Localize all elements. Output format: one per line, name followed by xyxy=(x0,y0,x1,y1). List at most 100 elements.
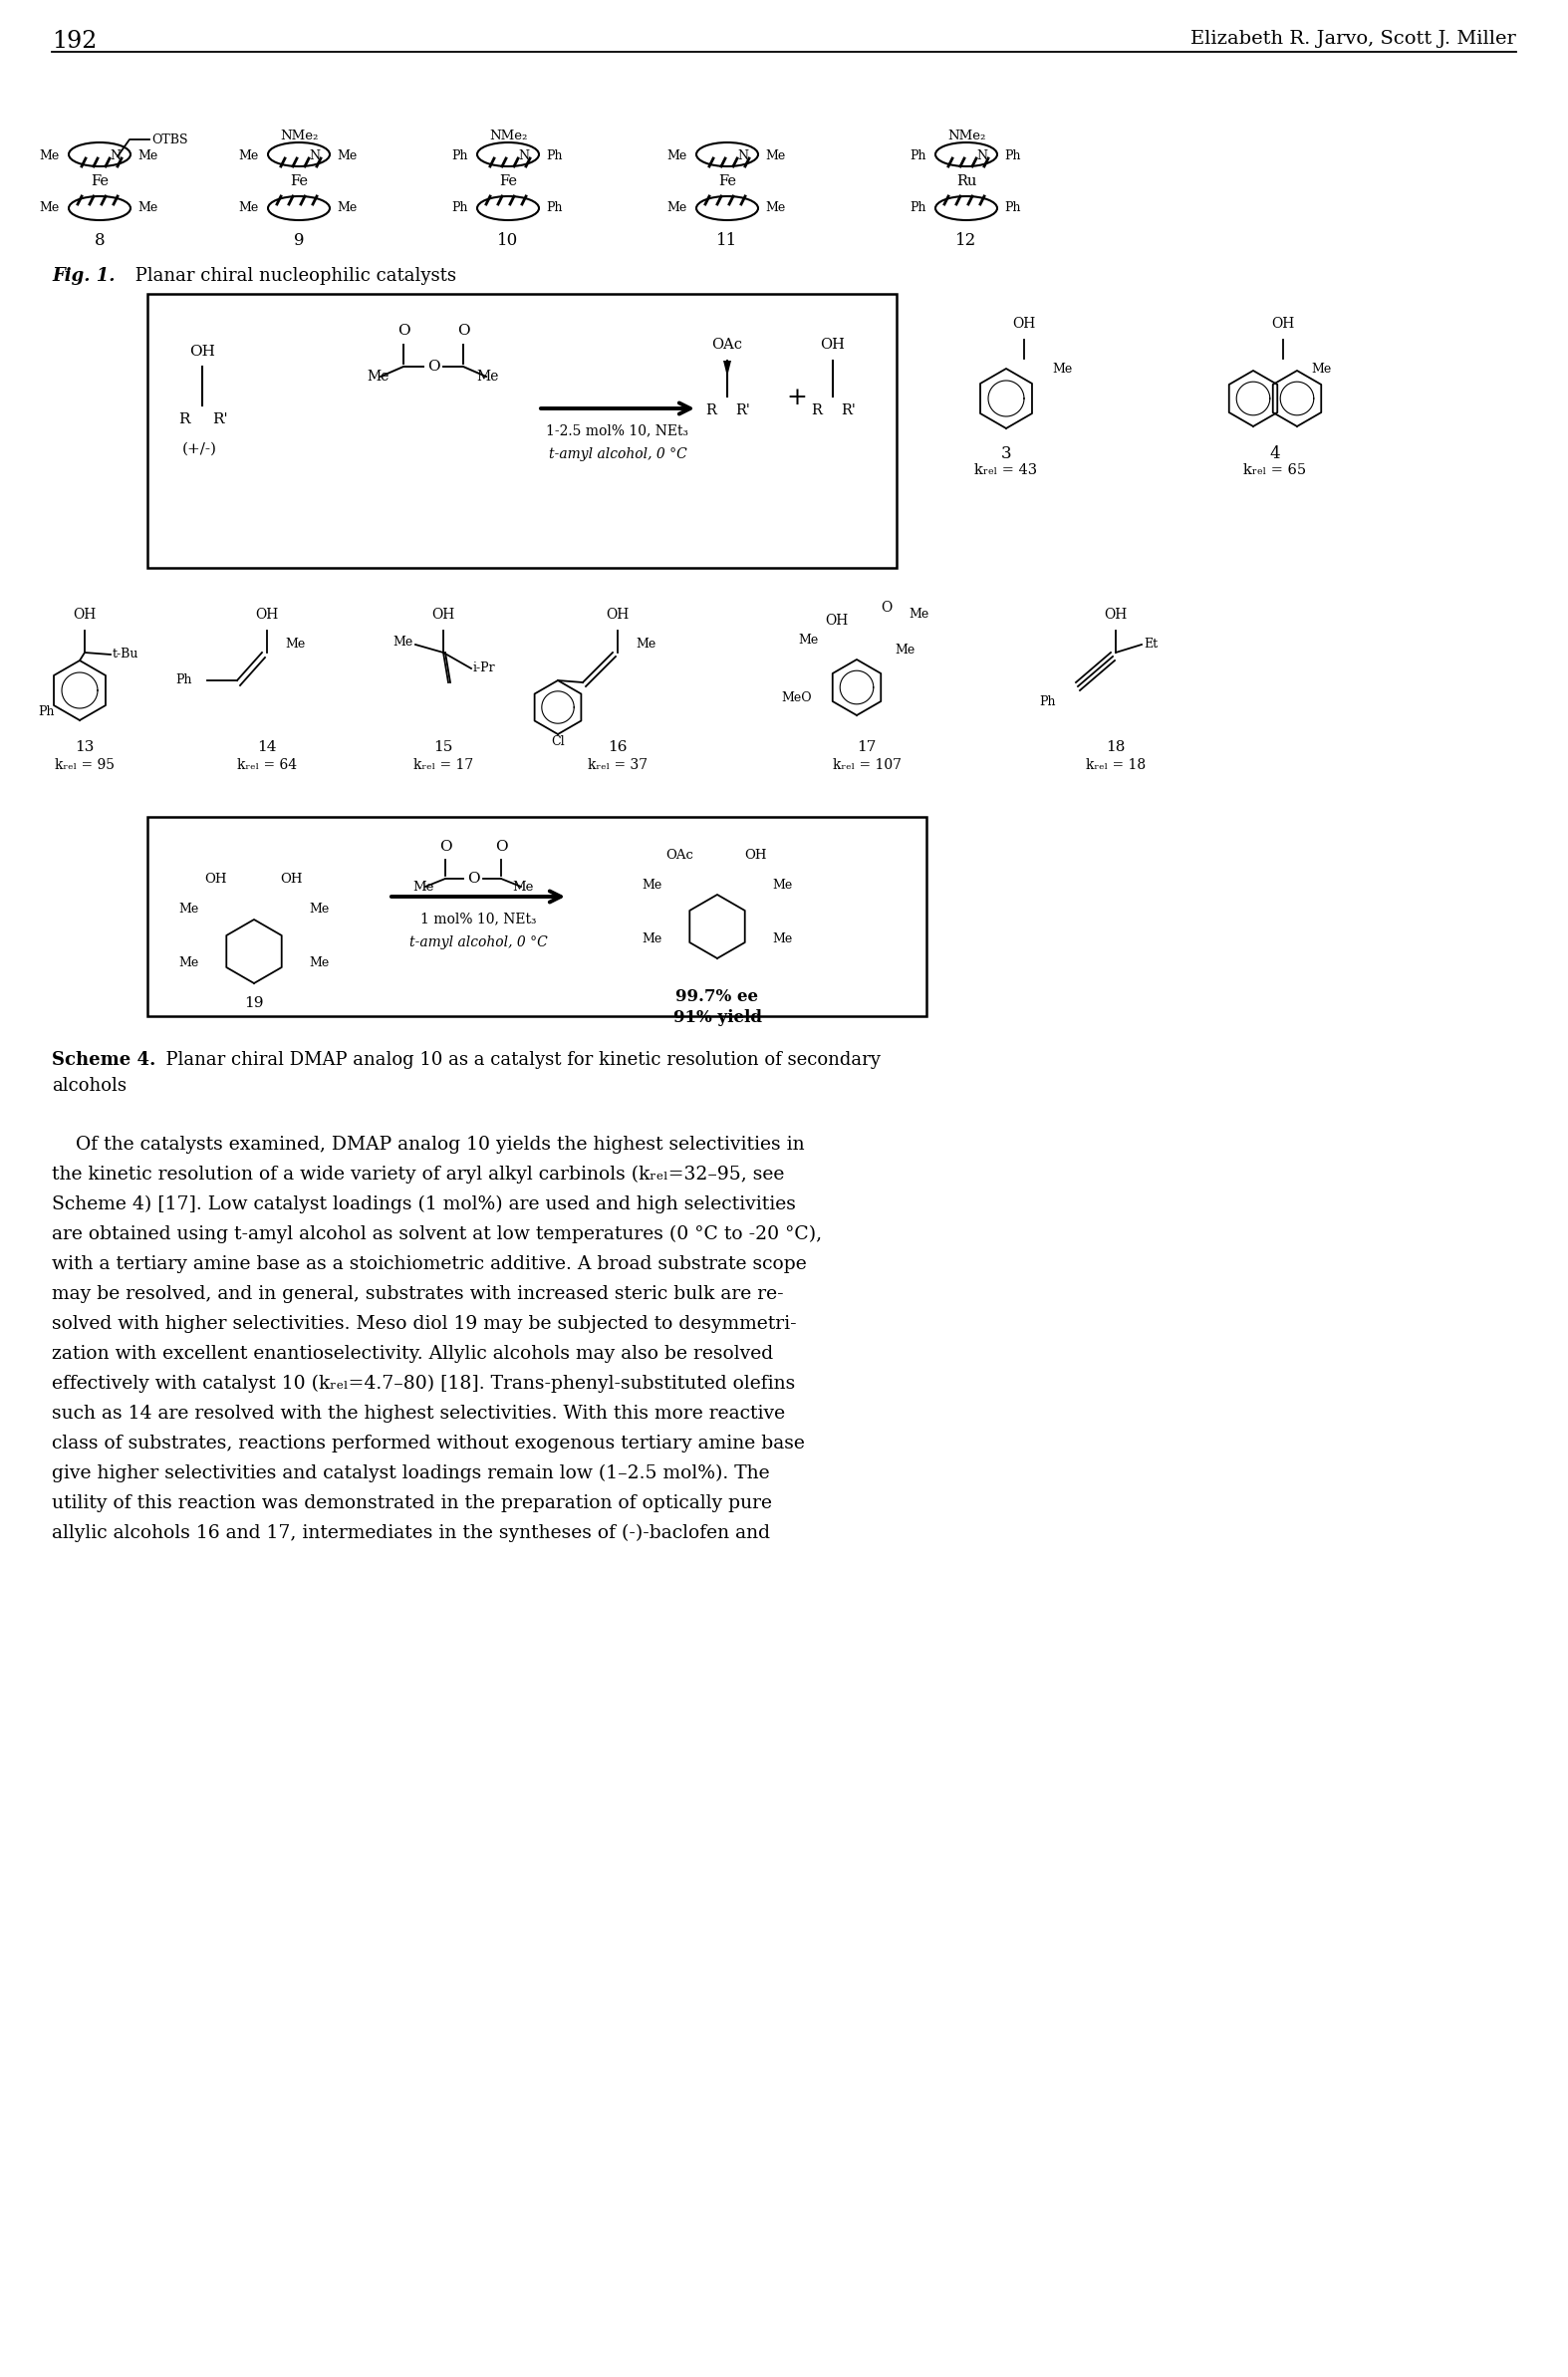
Text: Me: Me xyxy=(765,202,786,214)
Text: OAc: OAc xyxy=(665,849,693,860)
Text: Me: Me xyxy=(798,635,818,647)
Text: Me: Me xyxy=(309,958,329,970)
Text: Ru: Ru xyxy=(956,174,977,188)
Text: kᵣₑₗ = 65: kᵣₑₗ = 65 xyxy=(1243,464,1306,478)
Text: 99.7% ee: 99.7% ee xyxy=(676,989,759,1005)
Text: OH: OH xyxy=(431,609,455,623)
Text: Ph: Ph xyxy=(176,675,193,687)
Text: such as 14 are resolved with the highest selectivities. With this more reactive: such as 14 are resolved with the highest… xyxy=(52,1405,786,1421)
Text: 17: 17 xyxy=(858,739,877,754)
Text: Me: Me xyxy=(908,609,928,620)
Text: zation with excellent enantioselectivity. Allylic alcohols may also be resolved: zation with excellent enantioselectivity… xyxy=(52,1345,773,1362)
Text: Fig. 1.: Fig. 1. xyxy=(52,266,114,285)
Text: N: N xyxy=(977,150,988,164)
Text: 11: 11 xyxy=(717,233,739,250)
Text: Me: Me xyxy=(771,877,792,891)
Bar xyxy=(147,818,927,1015)
Text: Fe: Fe xyxy=(499,174,517,188)
Text: O: O xyxy=(439,839,452,853)
Text: 1 mol% 10, NEt₃: 1 mol% 10, NEt₃ xyxy=(420,910,536,925)
Text: Of the catalysts examined, DMAP analog 10 yields the highest selectivities in: Of the catalysts examined, DMAP analog 1… xyxy=(52,1136,804,1153)
Text: O: O xyxy=(495,839,508,853)
Text: OH: OH xyxy=(1104,609,1127,623)
Text: OH: OH xyxy=(607,609,629,623)
Text: Me: Me xyxy=(238,202,259,214)
Text: N: N xyxy=(519,150,530,164)
Text: OH: OH xyxy=(1272,316,1295,330)
Text: 8: 8 xyxy=(94,233,105,250)
Text: Fe: Fe xyxy=(91,174,108,188)
Text: Scheme 4) [17]. Low catalyst loadings (1 mol%) are used and high selectivities: Scheme 4) [17]. Low catalyst loadings (1… xyxy=(52,1196,797,1215)
Text: Me: Me xyxy=(765,150,786,164)
Text: Me: Me xyxy=(337,150,358,164)
Text: OH: OH xyxy=(281,872,303,887)
Text: R': R' xyxy=(212,414,227,425)
Text: class of substrates, reactions performed without exogenous tertiary amine base: class of substrates, reactions performed… xyxy=(52,1436,804,1452)
Text: MeO: MeO xyxy=(781,692,812,704)
Text: Ph: Ph xyxy=(909,202,927,214)
Text: give higher selectivities and catalyst loadings remain low (1–2.5 mol%). The: give higher selectivities and catalyst l… xyxy=(52,1464,770,1483)
Text: Me: Me xyxy=(477,368,499,383)
Text: 18: 18 xyxy=(1105,739,1126,754)
Text: 15: 15 xyxy=(434,739,453,754)
Text: Me: Me xyxy=(39,150,60,164)
Text: R: R xyxy=(706,404,717,418)
Text: 192: 192 xyxy=(52,31,97,52)
Text: kᵣₑₗ = 64: kᵣₑₗ = 64 xyxy=(237,758,296,773)
Text: 14: 14 xyxy=(257,739,276,754)
Text: allylic alcohols 16 and 17, intermediates in the syntheses of (-)-baclofen and: allylic alcohols 16 and 17, intermediate… xyxy=(52,1524,770,1543)
Text: OH: OH xyxy=(743,849,767,860)
Text: Me: Me xyxy=(771,932,792,946)
Text: R: R xyxy=(179,414,190,425)
Text: OH: OH xyxy=(205,872,227,887)
Text: Me: Me xyxy=(39,202,60,214)
Text: Me: Me xyxy=(238,150,259,164)
Text: kᵣₑₗ = 107: kᵣₑₗ = 107 xyxy=(833,758,902,773)
Text: O: O xyxy=(881,601,892,616)
Text: Planar chiral nucleophilic catalysts: Planar chiral nucleophilic catalysts xyxy=(130,266,456,285)
Text: Elizabeth R. Jarvo, Scott J. Miller: Elizabeth R. Jarvo, Scott J. Miller xyxy=(1190,31,1516,48)
Text: NMe₂: NMe₂ xyxy=(947,131,985,143)
Text: O: O xyxy=(397,323,409,338)
Text: Me: Me xyxy=(895,644,914,656)
Text: Ph: Ph xyxy=(1004,202,1021,214)
Text: 19: 19 xyxy=(245,996,263,1010)
Text: kᵣₑₗ = 43: kᵣₑₗ = 43 xyxy=(975,464,1038,478)
Text: Me: Me xyxy=(179,903,199,915)
Text: (+/-): (+/-) xyxy=(182,442,216,456)
Text: OH: OH xyxy=(820,338,845,352)
Text: Me: Me xyxy=(668,150,687,164)
Text: Ph: Ph xyxy=(546,150,563,164)
Text: N: N xyxy=(110,150,121,164)
Text: utility of this reaction was demonstrated in the preparation of optically pure: utility of this reaction was demonstrate… xyxy=(52,1495,771,1512)
Text: may be resolved, and in general, substrates with increased steric bulk are re-: may be resolved, and in general, substra… xyxy=(52,1286,784,1303)
Text: Me: Me xyxy=(367,368,390,383)
Text: N: N xyxy=(737,150,748,164)
Text: the kinetic resolution of a wide variety of aryl alkyl carbinols (kᵣₑₗ=32–95, se: the kinetic resolution of a wide variety… xyxy=(52,1165,784,1184)
Text: Ph: Ph xyxy=(546,202,563,214)
Text: N: N xyxy=(309,150,320,164)
Text: 3: 3 xyxy=(1000,444,1011,461)
Text: Ph: Ph xyxy=(39,706,55,718)
Text: Me: Me xyxy=(309,903,329,915)
Text: R': R' xyxy=(735,404,751,418)
Text: solved with higher selectivities. Meso diol 19 may be subjected to desymmetri-: solved with higher selectivities. Meso d… xyxy=(52,1314,797,1333)
Text: Fe: Fe xyxy=(718,174,737,188)
Text: t-amyl alcohol, 0 °C: t-amyl alcohol, 0 °C xyxy=(409,937,547,948)
Text: Planar chiral DMAP analog 10 as a catalyst for kinetic resolution of secondary: Planar chiral DMAP analog 10 as a cataly… xyxy=(154,1051,881,1070)
Text: Me: Me xyxy=(1311,361,1331,376)
Text: Me: Me xyxy=(285,637,306,651)
Text: t-amyl alcohol, 0 °C: t-amyl alcohol, 0 °C xyxy=(549,447,687,461)
Text: 16: 16 xyxy=(608,739,627,754)
Text: O: O xyxy=(426,359,439,373)
Text: Fe: Fe xyxy=(290,174,307,188)
Text: O: O xyxy=(456,323,469,338)
Text: OH: OH xyxy=(190,345,215,359)
Text: OH: OH xyxy=(825,613,848,628)
Text: kᵣₑₗ = 95: kᵣₑₗ = 95 xyxy=(55,758,114,773)
Text: Ph: Ph xyxy=(1004,150,1021,164)
Text: 1-2.5 mol% 10, NEt₃: 1-2.5 mol% 10, NEt₃ xyxy=(546,423,688,437)
Text: R': R' xyxy=(842,404,856,418)
Text: are obtained using t-amyl alcohol as solvent at low temperatures (0 °C to -20 °C: are obtained using t-amyl alcohol as sol… xyxy=(52,1227,822,1243)
Text: Me: Me xyxy=(643,932,662,946)
